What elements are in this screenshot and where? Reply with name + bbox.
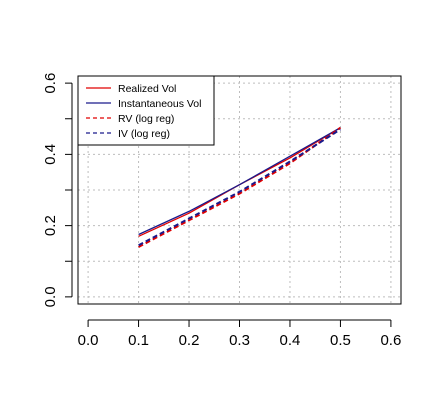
legend-label-2: Instantaneous Vol [118,98,201,110]
x-tick-label: 0.0 [78,332,99,349]
legend-label-3: RV (log reg) [118,113,174,125]
y-tick-label: 0.2 [42,215,59,236]
legend: Realized Vol Instantaneous Vol RV (log reg… [78,76,214,145]
x-tick-label: 0.6 [380,332,401,349]
legend-label-4: IV (log reg) [118,128,170,140]
y-tick-label: 0.0 [42,286,59,307]
x-tick-label: 0.3 [229,332,250,349]
legend-label-1: Realized Vol [118,83,176,95]
x-tick-label: 0.4 [280,332,301,349]
x-tick-label: 0.2 [179,332,200,349]
x-tick-label: 0.1 [128,332,149,349]
y-tick-label: 0.6 [42,73,59,94]
y-tick-label: 0.4 [42,144,59,165]
x-tick-label: 0.5 [330,332,351,349]
